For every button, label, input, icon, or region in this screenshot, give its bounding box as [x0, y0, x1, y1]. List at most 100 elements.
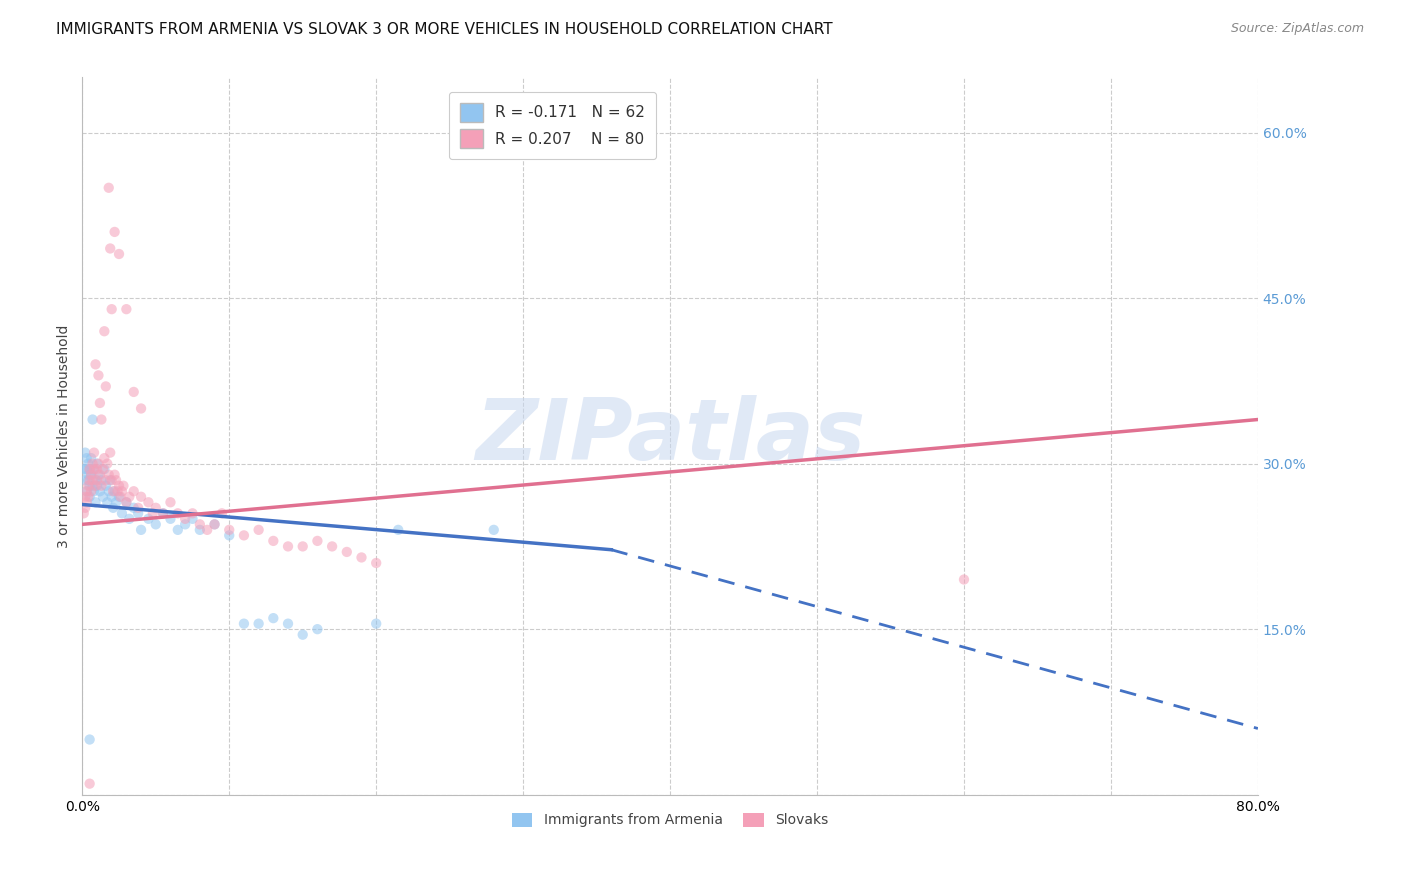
- Point: [204, 517, 226, 532]
- Point: [100, 473, 122, 487]
- Point: [366, 616, 388, 631]
- Point: [336, 545, 359, 559]
- Point: [93, 324, 115, 338]
- Point: [142, 506, 165, 520]
- Point: [118, 512, 141, 526]
- Point: [89, 467, 111, 482]
- Point: [76, 484, 98, 499]
- Point: [307, 622, 329, 636]
- Point: [76, 462, 98, 476]
- Point: [101, 500, 124, 515]
- Point: [166, 523, 188, 537]
- Point: [84, 479, 107, 493]
- Point: [86, 473, 108, 487]
- Point: [83, 462, 105, 476]
- Point: [122, 500, 145, 515]
- Point: [218, 523, 240, 537]
- Point: [112, 479, 135, 493]
- Point: [127, 506, 149, 520]
- Point: [108, 490, 131, 504]
- Point: [84, 495, 107, 509]
- Point: [166, 506, 188, 520]
- Y-axis label: 3 or more Vehicles in Household: 3 or more Vehicles in Household: [58, 325, 72, 548]
- Point: [188, 523, 211, 537]
- Point: [138, 495, 160, 509]
- Point: [115, 495, 138, 509]
- Point: [101, 484, 124, 499]
- Point: [307, 533, 329, 548]
- Legend: Immigrants from Armenia, Slovaks: Immigrants from Armenia, Slovaks: [505, 805, 835, 834]
- Point: [82, 473, 104, 487]
- Point: [111, 484, 134, 499]
- Point: [87, 368, 110, 383]
- Point: [80, 467, 103, 482]
- Point: [97, 181, 120, 195]
- Point: [76, 495, 98, 509]
- Point: [79, 777, 101, 791]
- Point: [76, 484, 98, 499]
- Point: [366, 556, 388, 570]
- Point: [79, 462, 101, 476]
- Point: [218, 528, 240, 542]
- Point: [115, 302, 138, 317]
- Point: [129, 401, 152, 416]
- Point: [111, 506, 134, 520]
- Point: [953, 573, 976, 587]
- Point: [110, 490, 132, 504]
- Point: [96, 495, 118, 509]
- Point: [291, 628, 314, 642]
- Point: [84, 357, 107, 371]
- Point: [100, 490, 122, 504]
- Point: [174, 517, 197, 532]
- Point: [108, 247, 131, 261]
- Point: [204, 517, 226, 532]
- Point: [100, 302, 122, 317]
- Point: [152, 506, 174, 520]
- Point: [82, 412, 104, 426]
- Point: [79, 732, 101, 747]
- Point: [195, 523, 218, 537]
- Text: IMMIGRANTS FROM ARMENIA VS SLOVAK 3 OR MORE VEHICLES IN HOUSEHOLD CORRELATION CH: IMMIGRANTS FROM ARMENIA VS SLOVAK 3 OR M…: [56, 22, 832, 37]
- Point: [86, 462, 108, 476]
- Point: [129, 490, 152, 504]
- Point: [90, 412, 112, 426]
- Point: [94, 479, 117, 493]
- Point: [94, 473, 117, 487]
- Point: [82, 457, 104, 471]
- Point: [79, 490, 101, 504]
- Point: [90, 479, 112, 493]
- Point: [98, 473, 121, 487]
- Point: [145, 517, 167, 532]
- Point: [118, 490, 141, 504]
- Point: [75, 500, 97, 515]
- Point: [211, 506, 233, 520]
- Point: [89, 396, 111, 410]
- Point: [77, 490, 100, 504]
- Point: [152, 506, 174, 520]
- Point: [482, 523, 505, 537]
- Point: [97, 484, 120, 499]
- Point: [105, 473, 128, 487]
- Point: [232, 616, 254, 631]
- Point: [98, 445, 121, 459]
- Point: [262, 533, 284, 548]
- Point: [105, 495, 128, 509]
- Point: [75, 445, 97, 459]
- Point: [321, 540, 343, 554]
- Point: [122, 484, 145, 499]
- Point: [262, 611, 284, 625]
- Point: [145, 500, 167, 515]
- Text: ZIPatlas: ZIPatlas: [475, 394, 865, 477]
- Point: [75, 490, 97, 504]
- Point: [188, 517, 211, 532]
- Point: [91, 490, 114, 504]
- Point: [79, 479, 101, 493]
- Point: [80, 467, 103, 482]
- Point: [247, 523, 270, 537]
- Point: [75, 473, 97, 487]
- Point: [277, 540, 299, 554]
- Point: [91, 462, 114, 476]
- Point: [174, 512, 197, 526]
- Point: [159, 512, 181, 526]
- Point: [97, 467, 120, 482]
